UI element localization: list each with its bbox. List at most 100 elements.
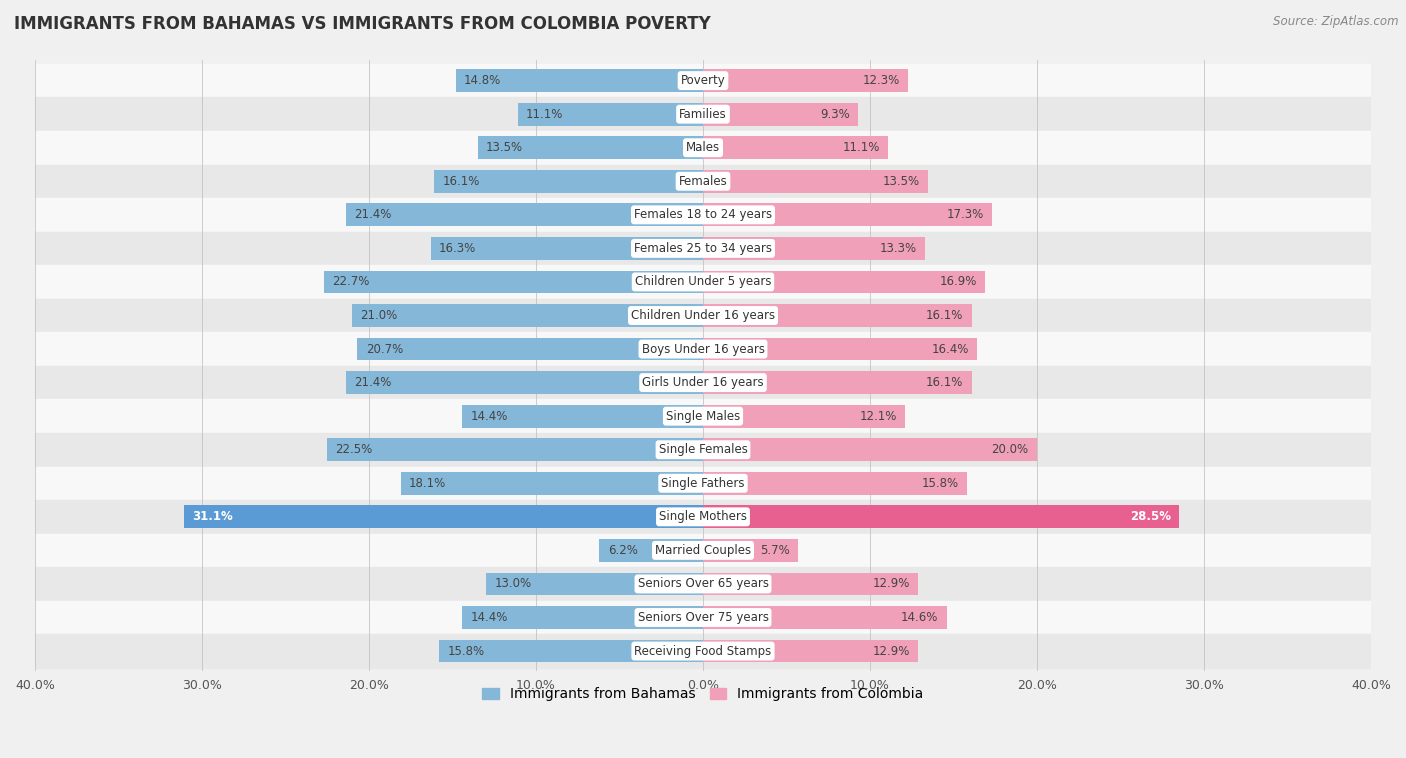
Text: Single Males: Single Males xyxy=(666,409,740,423)
Text: Females 18 to 24 years: Females 18 to 24 years xyxy=(634,208,772,221)
Text: 14.4%: 14.4% xyxy=(471,409,508,423)
Text: 12.9%: 12.9% xyxy=(873,578,910,590)
Text: Boys Under 16 years: Boys Under 16 years xyxy=(641,343,765,356)
Bar xyxy=(35,601,1371,634)
Text: Males: Males xyxy=(686,141,720,154)
Text: Single Females: Single Females xyxy=(658,443,748,456)
Text: 16.1%: 16.1% xyxy=(927,309,963,322)
Bar xyxy=(463,405,703,428)
Text: Children Under 5 years: Children Under 5 years xyxy=(634,275,772,289)
Text: 6.2%: 6.2% xyxy=(607,544,638,557)
Bar xyxy=(430,237,703,260)
Bar xyxy=(463,606,703,629)
Bar xyxy=(439,640,703,662)
Text: 16.1%: 16.1% xyxy=(443,175,479,188)
Bar xyxy=(703,606,946,629)
Text: 12.9%: 12.9% xyxy=(873,644,910,657)
Text: Females 25 to 34 years: Females 25 to 34 years xyxy=(634,242,772,255)
Text: 17.3%: 17.3% xyxy=(946,208,984,221)
Text: 15.8%: 15.8% xyxy=(447,644,485,657)
Text: 22.5%: 22.5% xyxy=(336,443,373,456)
Text: 5.7%: 5.7% xyxy=(761,544,790,557)
Text: Children Under 16 years: Children Under 16 years xyxy=(631,309,775,322)
Bar xyxy=(184,506,703,528)
Bar xyxy=(35,534,1371,567)
Text: Girls Under 16 years: Girls Under 16 years xyxy=(643,376,763,389)
Text: 16.1%: 16.1% xyxy=(927,376,963,389)
Bar xyxy=(35,332,1371,366)
Bar xyxy=(486,572,703,595)
Bar xyxy=(35,634,1371,668)
Text: Single Mothers: Single Mothers xyxy=(659,510,747,523)
Bar xyxy=(401,472,703,495)
Text: 13.0%: 13.0% xyxy=(495,578,531,590)
Text: 16.9%: 16.9% xyxy=(939,275,977,289)
Bar xyxy=(703,405,905,428)
Text: 14.6%: 14.6% xyxy=(901,611,938,624)
Bar xyxy=(357,337,703,361)
Bar xyxy=(35,500,1371,534)
Bar xyxy=(703,371,972,394)
Bar xyxy=(703,103,858,126)
Text: 21.4%: 21.4% xyxy=(354,376,391,389)
Text: 21.4%: 21.4% xyxy=(354,208,391,221)
Bar xyxy=(599,539,703,562)
Text: 11.1%: 11.1% xyxy=(842,141,880,154)
Text: 13.5%: 13.5% xyxy=(883,175,920,188)
Bar xyxy=(35,97,1371,131)
Bar xyxy=(703,203,993,226)
Text: 31.1%: 31.1% xyxy=(193,510,232,523)
Bar xyxy=(703,572,918,595)
Text: 15.8%: 15.8% xyxy=(921,477,959,490)
Text: Seniors Over 75 years: Seniors Over 75 years xyxy=(637,611,769,624)
Bar xyxy=(478,136,703,159)
Text: 13.3%: 13.3% xyxy=(880,242,917,255)
Bar xyxy=(434,170,703,193)
Text: Single Fathers: Single Fathers xyxy=(661,477,745,490)
Bar xyxy=(323,271,703,293)
Text: 21.0%: 21.0% xyxy=(360,309,398,322)
Bar xyxy=(703,170,928,193)
Bar xyxy=(703,506,1180,528)
Bar xyxy=(703,136,889,159)
Bar xyxy=(35,567,1371,601)
Bar xyxy=(703,337,977,361)
Bar xyxy=(703,304,972,327)
Text: Females: Females xyxy=(679,175,727,188)
Bar xyxy=(456,69,703,92)
Text: 20.7%: 20.7% xyxy=(366,343,404,356)
Text: Families: Families xyxy=(679,108,727,121)
Bar xyxy=(35,399,1371,433)
Text: Receiving Food Stamps: Receiving Food Stamps xyxy=(634,644,772,657)
Legend: Immigrants from Bahamas, Immigrants from Colombia: Immigrants from Bahamas, Immigrants from… xyxy=(477,682,929,707)
Text: Seniors Over 65 years: Seniors Over 65 years xyxy=(637,578,769,590)
Bar xyxy=(35,131,1371,164)
Text: IMMIGRANTS FROM BAHAMAS VS IMMIGRANTS FROM COLOMBIA POVERTY: IMMIGRANTS FROM BAHAMAS VS IMMIGRANTS FR… xyxy=(14,15,711,33)
Bar xyxy=(328,438,703,461)
Text: 11.1%: 11.1% xyxy=(526,108,564,121)
Bar xyxy=(703,69,908,92)
Bar xyxy=(703,237,925,260)
Bar xyxy=(35,366,1371,399)
Bar xyxy=(703,640,918,662)
Bar xyxy=(346,371,703,394)
Text: Source: ZipAtlas.com: Source: ZipAtlas.com xyxy=(1274,15,1399,28)
Text: 16.4%: 16.4% xyxy=(931,343,969,356)
Bar xyxy=(35,64,1371,97)
Bar xyxy=(703,271,986,293)
Text: 13.5%: 13.5% xyxy=(486,141,523,154)
Bar xyxy=(35,164,1371,198)
Bar xyxy=(703,472,967,495)
Bar xyxy=(35,265,1371,299)
Bar xyxy=(35,232,1371,265)
Bar xyxy=(703,438,1038,461)
Text: 14.8%: 14.8% xyxy=(464,74,502,87)
Text: 16.3%: 16.3% xyxy=(439,242,477,255)
Text: 9.3%: 9.3% xyxy=(820,108,851,121)
Bar xyxy=(35,198,1371,232)
Text: Poverty: Poverty xyxy=(681,74,725,87)
Text: 28.5%: 28.5% xyxy=(1129,510,1171,523)
Text: 14.4%: 14.4% xyxy=(471,611,508,624)
Text: 22.7%: 22.7% xyxy=(332,275,370,289)
Bar xyxy=(517,103,703,126)
